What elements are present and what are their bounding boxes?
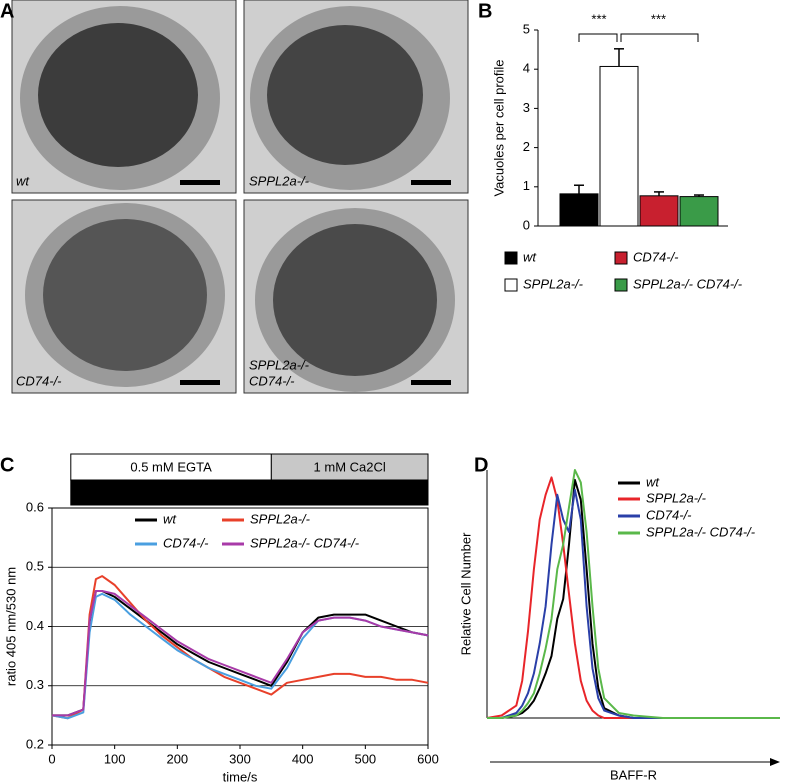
series-line: [52, 590, 429, 717]
series-line: [487, 469, 780, 719]
significance-bracket: [620, 33, 699, 42]
legend-swatch: [614, 278, 628, 292]
x-tick-label: 0: [48, 751, 55, 766]
y-tick-label: 4: [523, 61, 530, 76]
series-line: [52, 590, 429, 717]
micrograph: [243, 199, 469, 394]
legend-label: SPPL2a-/-: [646, 490, 707, 505]
y-tick-label: 3: [523, 100, 530, 115]
x-tick-label: 100: [104, 751, 126, 766]
image-label: SPPL2a-/-: [249, 173, 310, 188]
legend-label: SPPL2a-/- CD74-/-: [646, 524, 756, 539]
axis-arrow-head: [770, 758, 780, 766]
condition-label: anti-mouse IgM: [205, 485, 295, 500]
x-tick-label: 200: [166, 751, 188, 766]
significance-label: ***: [651, 11, 666, 26]
bar: [679, 196, 719, 227]
bar: [639, 195, 679, 227]
y-tick-label: 0.4: [26, 618, 44, 633]
y-tick-label: 0.3: [26, 677, 44, 692]
micrograph: [243, 0, 469, 194]
panel-label: C: [0, 454, 14, 476]
y-tick-label: 0.6: [26, 499, 44, 514]
y-axis-label: ratio 405 nm/530 nm: [3, 567, 18, 686]
y-tick-label: 0.2: [26, 736, 44, 751]
x-axis-label: BAFF-R: [610, 767, 657, 782]
legend-label: CD74-/-: [163, 535, 209, 550]
micrograph: [11, 199, 237, 394]
condition-label: 1 mM Ca2Cl: [314, 459, 386, 474]
legend-label: SPPL2a-/- CD74-/-: [633, 276, 743, 291]
x-tick-label: 500: [354, 751, 376, 766]
series-line: [51, 575, 429, 720]
plot-frame: [51, 507, 429, 746]
image-label: SPPL2a-/-: [249, 357, 310, 372]
y-axis-label: Relative Cell Number: [458, 532, 473, 655]
image-label: CD74-/-: [16, 373, 62, 388]
image-label: wt: [16, 173, 30, 188]
panel-label: A: [0, 0, 14, 22]
legend-swatch: [504, 278, 518, 292]
legend-label: wt: [163, 511, 177, 526]
legend-label: wt: [646, 474, 660, 489]
y-tick-label: 1: [523, 178, 530, 193]
legend-label: CD74-/-: [646, 507, 692, 522]
y-tick-label: 0: [523, 217, 530, 232]
x-axis-label: time/s: [223, 769, 258, 784]
significance-label: ***: [591, 11, 606, 26]
y-tick-label: 0.5: [26, 559, 44, 574]
micrograph: [11, 0, 237, 194]
y-axis-label: Vacuoles per cell profile: [491, 59, 506, 196]
panel-label: D: [474, 454, 488, 476]
significance-bracket: [578, 33, 618, 42]
legend-label: SPPL2a-/-: [523, 276, 584, 291]
y-tick-label: 5: [523, 21, 530, 36]
bar: [559, 193, 599, 227]
legend-label: SPPL2a-/- CD74-/-: [250, 535, 360, 550]
legend-swatch: [504, 251, 518, 265]
series-line: [51, 592, 429, 720]
x-tick-label: 600: [417, 751, 439, 766]
condition-band: [70, 479, 429, 506]
condition-band: [70, 453, 272, 481]
legend-label: CD74-/-: [633, 249, 679, 264]
image-label: CD74-/-: [249, 373, 295, 388]
y-tick-label: 2: [523, 139, 530, 154]
x-tick-label: 300: [229, 751, 251, 766]
legend-swatch: [614, 251, 628, 265]
condition-label: 0.5 mM EGTA: [130, 459, 212, 474]
legend-label: wt: [523, 249, 537, 264]
panel-label: B: [478, 0, 492, 22]
series-line: [486, 476, 780, 719]
legend-label: SPPL2a-/-: [250, 511, 311, 526]
x-tick-label: 400: [292, 751, 314, 766]
bar: [599, 65, 639, 227]
